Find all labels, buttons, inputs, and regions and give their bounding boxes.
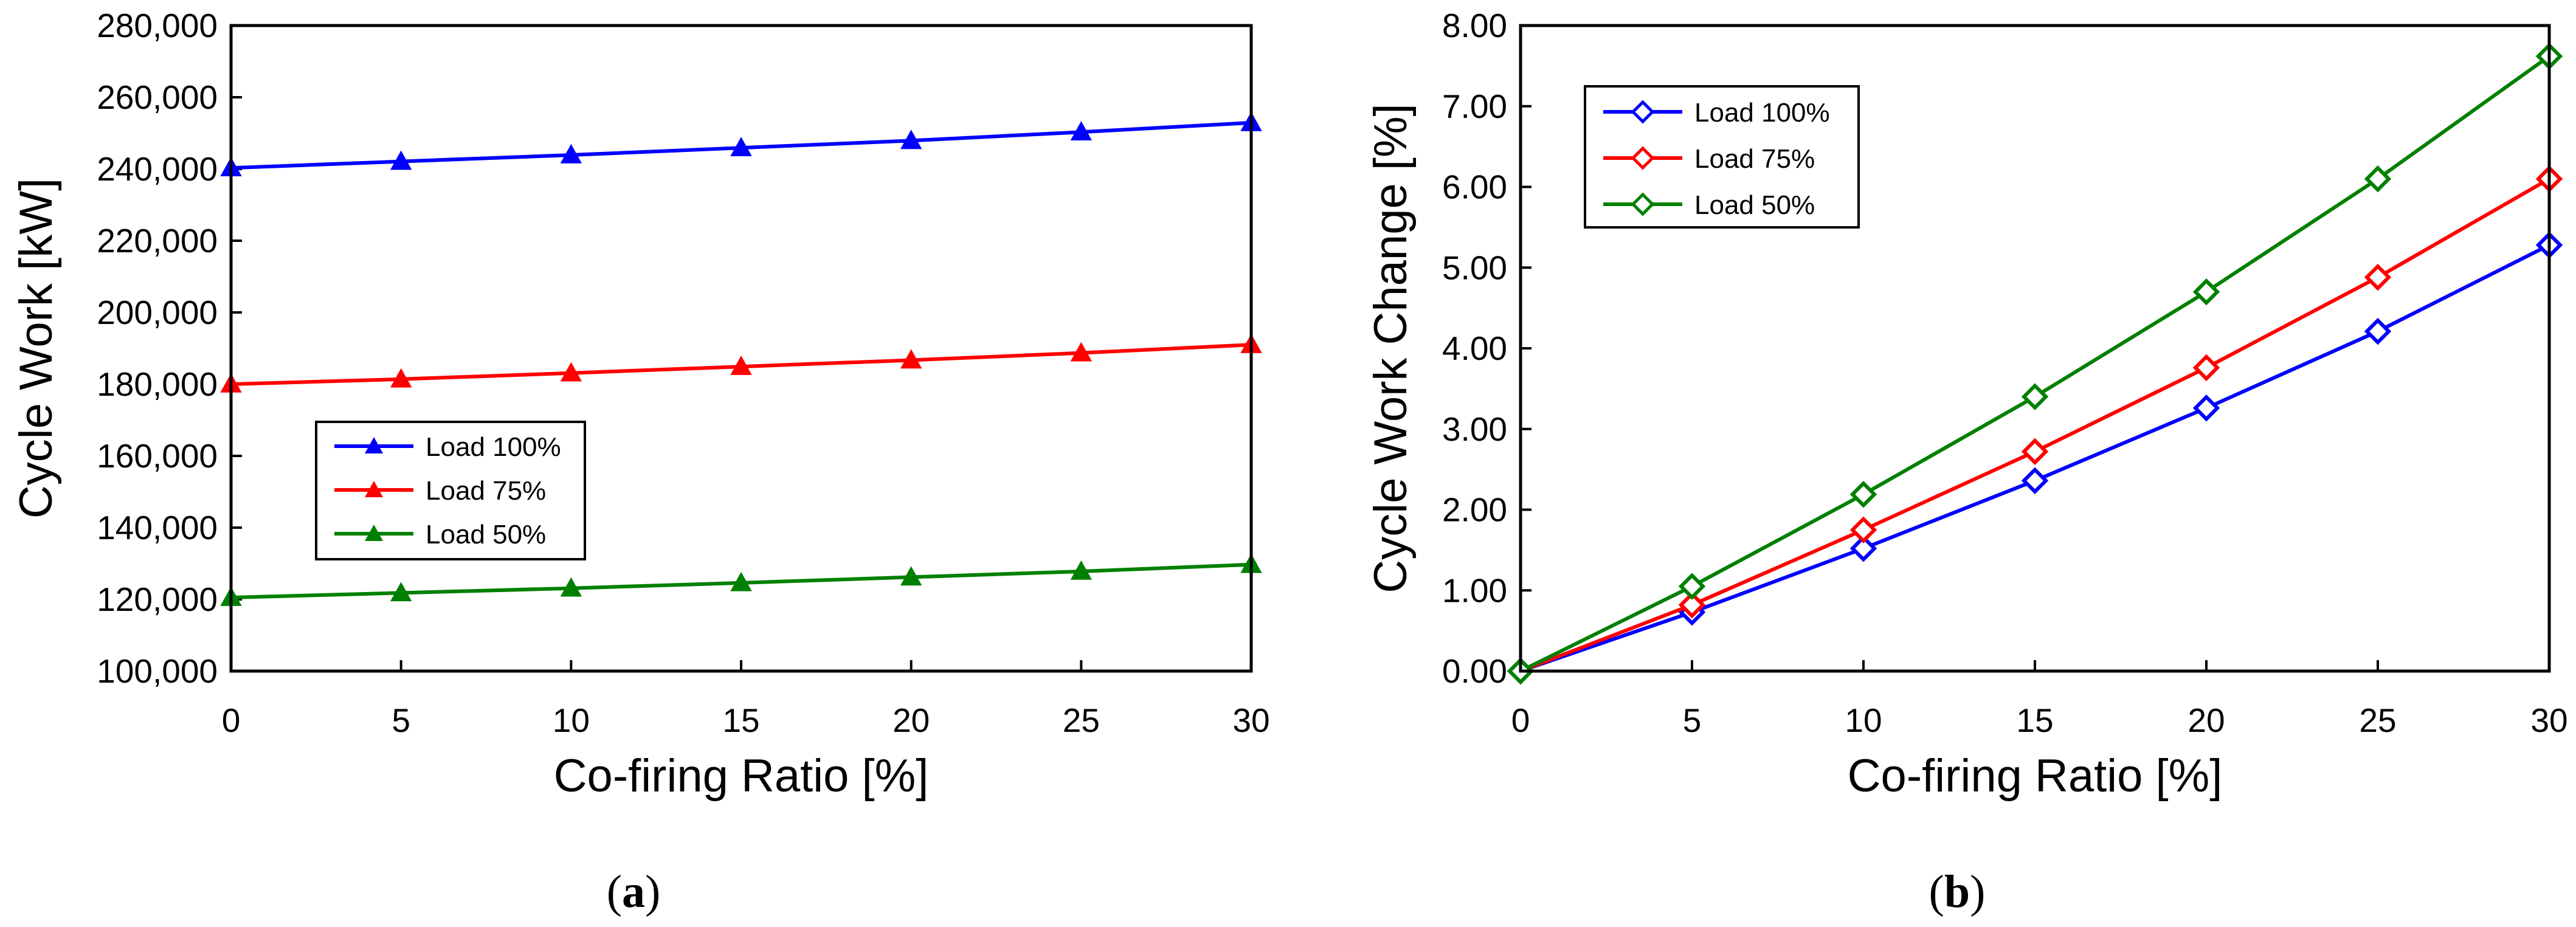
data-point <box>2192 354 2220 382</box>
y-axis-label: Cycle Work Change [%] <box>1365 103 1417 593</box>
y-tick-label: 100,000 <box>97 652 218 690</box>
data-point <box>1678 591 1706 619</box>
data-point <box>560 577 582 597</box>
x-tick-label: 30 <box>1232 701 1269 739</box>
data-point <box>560 362 582 382</box>
x-tick-label: 20 <box>2188 701 2225 739</box>
y-tick-label: 200,000 <box>97 294 218 331</box>
data-point <box>390 150 412 170</box>
legend: Load 100% Load 75% Load 50% <box>1584 85 1860 229</box>
y-tick-label: 6.00 <box>1442 168 1507 206</box>
x-axis-label: Co-firing Ratio [%] <box>1848 750 2223 802</box>
plot-area <box>1519 24 2551 673</box>
series-load-75 <box>220 334 1262 393</box>
x-tick-label: 20 <box>893 701 930 739</box>
data-point <box>1849 516 1877 543</box>
x-tick-label: 10 <box>553 701 590 739</box>
data-point <box>900 349 922 369</box>
data-point <box>1070 342 1093 362</box>
panel-label: (b) <box>1929 866 1986 917</box>
x-tick-label: 25 <box>1063 701 1100 739</box>
legend-marker <box>1631 146 1655 170</box>
x-tick-label: 15 <box>2016 701 2053 739</box>
data-point <box>730 571 752 591</box>
legend-marker <box>1631 100 1655 124</box>
plot-area <box>229 24 1253 673</box>
legend-label: Load 75% <box>426 476 546 506</box>
legend-label: Load 75% <box>1694 144 1815 174</box>
data-point <box>390 368 412 388</box>
data-point <box>730 356 752 375</box>
panel-label: (a) <box>607 866 661 917</box>
data-point <box>1070 560 1093 580</box>
data-point <box>390 582 412 602</box>
series-load-100 <box>220 111 1262 177</box>
y-tick-label: 8.00 <box>1442 7 1507 44</box>
y-tick-label: 120,000 <box>97 581 218 618</box>
y-tick-label: 160,000 <box>97 437 218 475</box>
y-tick-label: 1.00 <box>1442 571 1507 609</box>
data-point <box>1849 534 1877 562</box>
y-tick-label: 280,000 <box>97 7 218 44</box>
data-point <box>730 137 752 156</box>
legend-label: Load 50% <box>426 520 546 550</box>
data-point <box>2021 438 2049 466</box>
x-tick-label: 30 <box>2530 701 2567 739</box>
data-point <box>2021 467 2049 494</box>
x-tick-label: 5 <box>1683 701 1702 739</box>
x-tick-label: 15 <box>722 701 759 739</box>
legend-label: Load 100% <box>1694 98 1830 128</box>
legend-marker <box>365 437 383 453</box>
x-tick-label: 0 <box>1511 701 1530 739</box>
y-axis-label: Cycle Work [kW] <box>10 178 62 519</box>
y-tick-label: 5.00 <box>1442 249 1507 286</box>
data-point <box>1849 481 1877 508</box>
y-tick-label: 220,000 <box>97 222 218 260</box>
y-tick-label: 140,000 <box>97 509 218 546</box>
legend-marker <box>365 481 383 497</box>
data-point <box>560 143 582 164</box>
y-tick-label: 240,000 <box>97 150 218 188</box>
data-point <box>1070 121 1093 141</box>
data-point <box>1678 573 1706 600</box>
chart-a: 100,000 120,000 140,000 160,000 180,000 200,0… <box>10 7 1270 917</box>
y-tick-label: 7.00 <box>1442 88 1507 125</box>
series-line <box>1519 177 2550 673</box>
legend-marker <box>1631 192 1655 216</box>
series-load-50 <box>220 553 1262 606</box>
x-tick-label: 0 <box>222 701 241 739</box>
legend-label: Load 50% <box>1694 190 1815 220</box>
y-tick-label: 3.00 <box>1442 410 1507 448</box>
legend: Load 100% Load 75% Load 50% <box>315 421 586 560</box>
x-tick-label: 25 <box>2359 701 2396 739</box>
legend-label: Load 100% <box>426 432 561 462</box>
x-tick-label: 5 <box>392 701 410 739</box>
series-load-50 <box>1507 43 2563 685</box>
y-tick-label: 0.00 <box>1442 652 1507 690</box>
y-tick-label: 180,000 <box>97 365 218 403</box>
y-tick-label: 2.00 <box>1442 491 1507 529</box>
chart-b: 0.00 1.00 2.00 3.00 4.00 5.00 6.00 7.00 8.00 0 5 10… <box>1365 7 2568 917</box>
x-axis-label: Co-firing Ratio [%] <box>554 750 929 802</box>
y-tick-label: 260,000 <box>97 78 218 116</box>
x-tick-label: 10 <box>1845 701 1882 739</box>
data-point <box>2364 165 2392 193</box>
data-point <box>2192 394 2220 422</box>
data-point <box>2192 278 2220 306</box>
y-tick-label: 4.00 <box>1442 329 1507 367</box>
data-point <box>900 129 922 150</box>
legend-marker <box>365 525 383 541</box>
data-point <box>2021 383 2049 410</box>
series-load-75 <box>1507 165 2563 685</box>
data-point <box>2364 263 2392 291</box>
data-point <box>2364 317 2392 345</box>
data-point <box>900 566 922 586</box>
